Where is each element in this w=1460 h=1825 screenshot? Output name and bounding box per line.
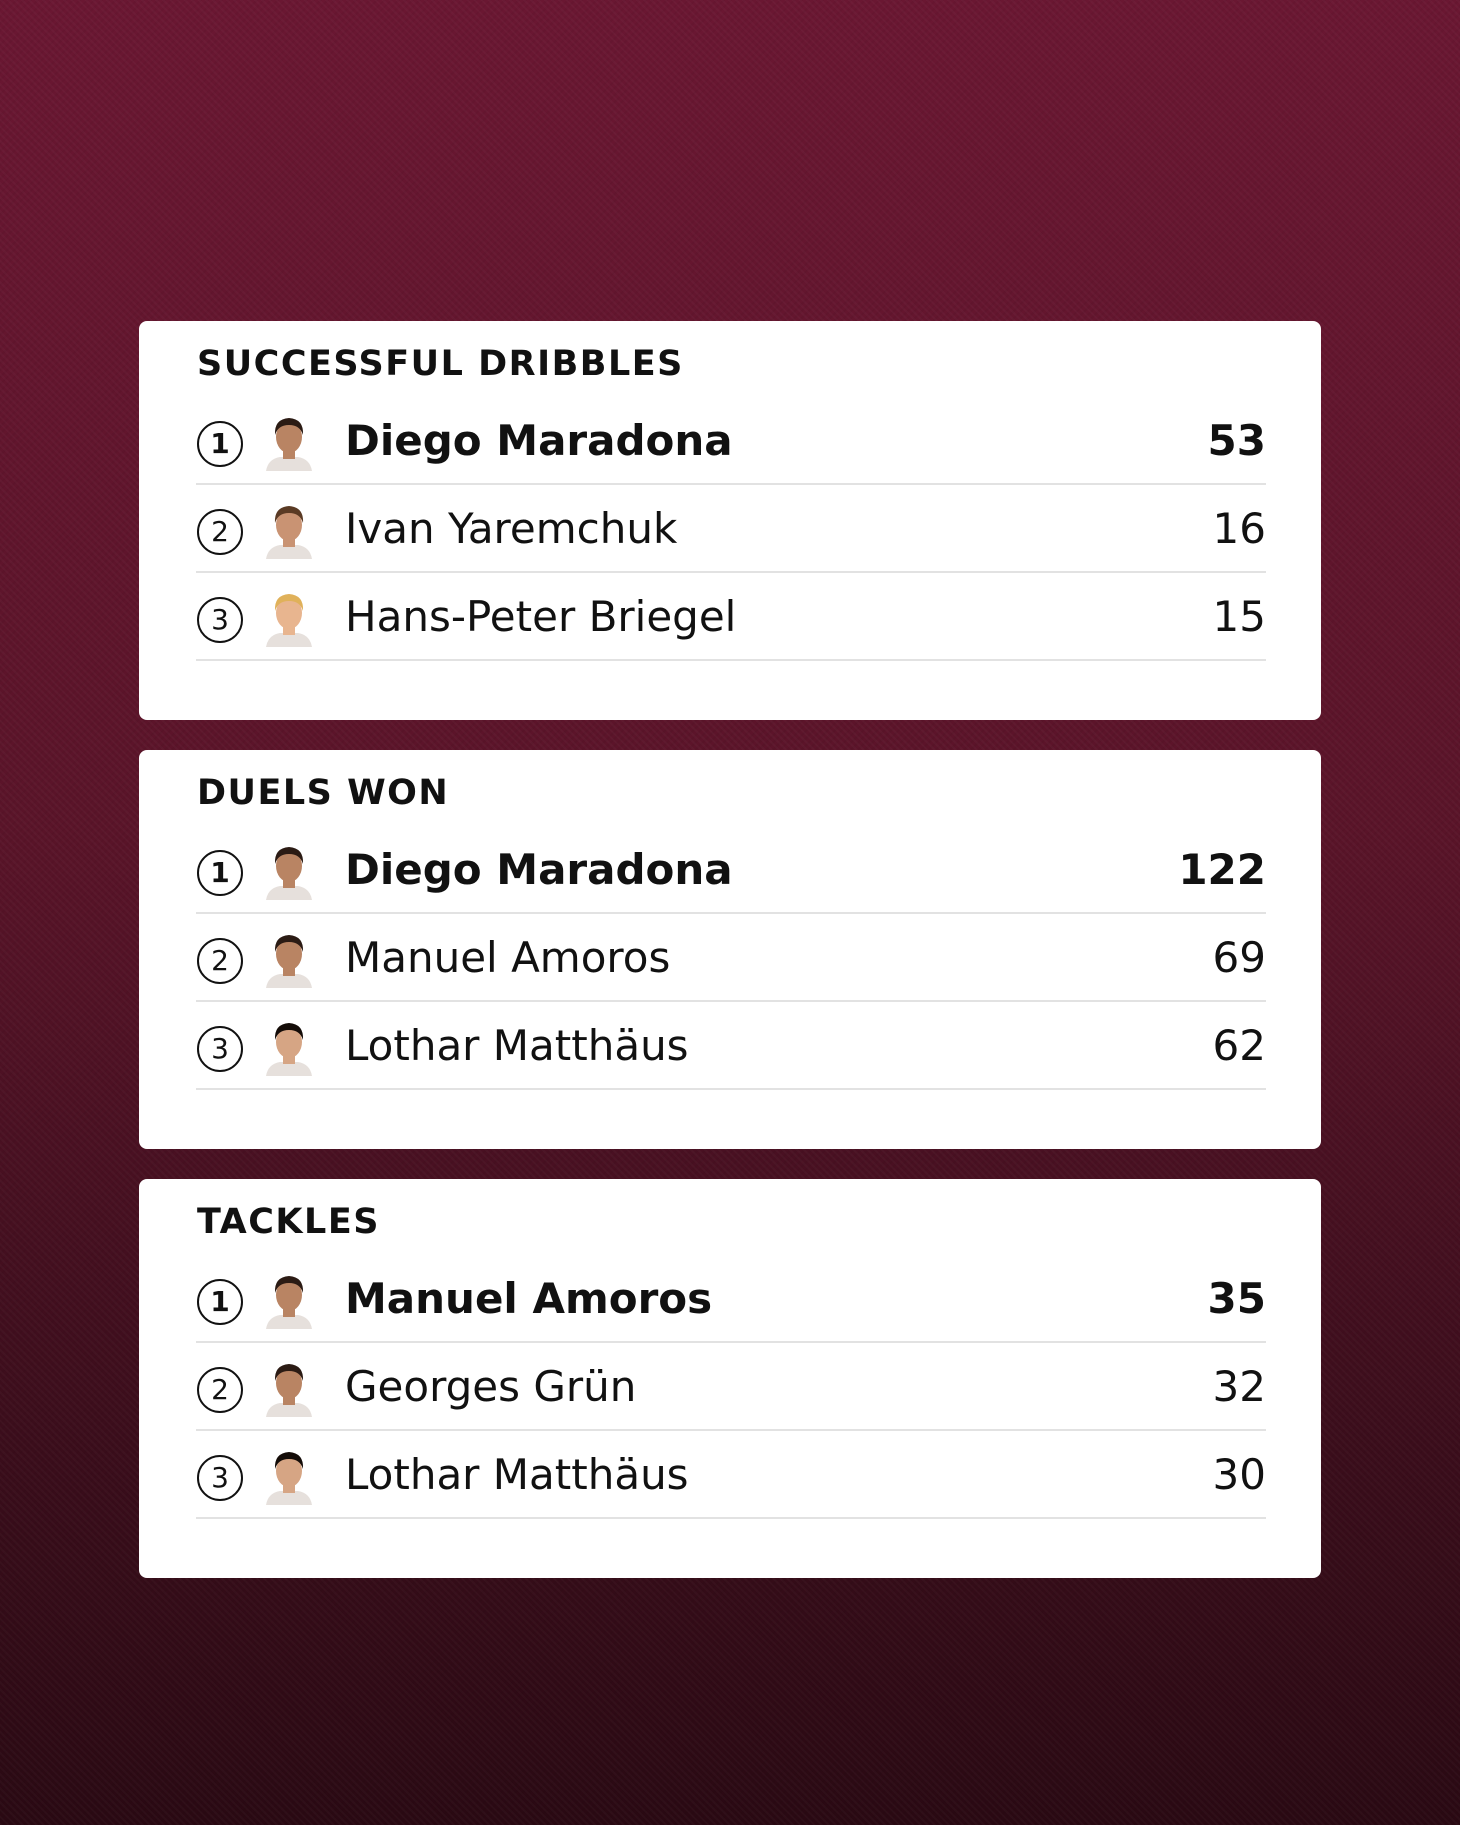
player-name: Georges Grün [345,1362,637,1411]
leaderboard-row: 3 Hans-Peter Briegel 15 [196,573,1266,661]
rank-badge: 1 [197,1279,243,1325]
leaderboard-row: 2 Ivan Yaremchuk 16 [196,485,1266,573]
leaderboard-row: 2 Georges Grün 32 [196,1343,1266,1431]
player-portrait-icon [266,935,312,988]
stat-value: 35 [1207,1274,1266,1323]
player-avatar [264,1445,314,1505]
rank-badge: 3 [197,1026,243,1072]
player-name: Manuel Amoros [345,1274,713,1323]
leaderboard-row: 3 Lothar Matthäus 62 [196,1002,1266,1090]
rank-badge: 1 [197,421,243,467]
stat-value: 69 [1212,933,1266,982]
player-portrait-icon [266,1364,312,1417]
stat-value: 15 [1212,592,1266,641]
player-name: Hans-Peter Briegel [345,592,737,641]
stat-card-tackles: TACKLES 1 Manuel Amoros 35 2 Georges Grü… [139,1179,1321,1578]
rank-badge: 1 [197,850,243,896]
rank-badge: 3 [197,1455,243,1501]
stat-card-successful-dribbles: SUCCESSFUL DRIBBLES 1 Diego Maradona 53 … [139,321,1321,720]
player-name: Lothar Matthäus [345,1021,689,1070]
stat-value: 122 [1178,845,1266,894]
player-portrait-icon [266,506,312,559]
player-portrait-icon [266,1023,312,1076]
player-portrait-icon [266,418,312,471]
player-avatar [264,840,314,900]
player-name: Manuel Amoros [345,933,671,982]
rank-badge: 3 [197,597,243,643]
leaderboard-row: 3 Lothar Matthäus 30 [196,1431,1266,1519]
leaderboard-row: 1 Manuel Amoros 35 [196,1255,1266,1343]
player-name: Ivan Yaremchuk [345,504,678,553]
player-avatar [264,587,314,647]
player-portrait-icon [266,1276,312,1329]
rank-badge: 2 [197,509,243,555]
player-avatar [264,1269,314,1329]
stat-value: 16 [1212,504,1266,553]
stat-value: 30 [1212,1450,1266,1499]
card-title: DUELS WON [197,773,450,813]
player-avatar [264,928,314,988]
leaderboard-row: 1 Diego Maradona 122 [196,826,1266,914]
leaderboard-row: 1 Diego Maradona 53 [196,397,1266,485]
stat-value: 53 [1207,416,1266,465]
player-portrait-icon [266,847,312,900]
player-portrait-icon [266,1452,312,1505]
stat-value: 62 [1212,1021,1266,1070]
stat-card-duels-won: DUELS WON 1 Diego Maradona 122 2 Manuel … [139,750,1321,1149]
rank-badge: 2 [197,938,243,984]
player-avatar [264,1016,314,1076]
player-avatar [264,1357,314,1417]
rank-badge: 2 [197,1367,243,1413]
player-name: Diego Maradona [345,845,733,894]
card-title: SUCCESSFUL DRIBBLES [197,344,684,384]
player-name: Diego Maradona [345,416,733,465]
leaderboard-row: 2 Manuel Amoros 69 [196,914,1266,1002]
player-avatar [264,499,314,559]
player-name: Lothar Matthäus [345,1450,689,1499]
stat-value: 32 [1212,1362,1266,1411]
card-title: TACKLES [197,1202,380,1242]
player-portrait-icon [266,594,312,647]
player-avatar [264,411,314,471]
